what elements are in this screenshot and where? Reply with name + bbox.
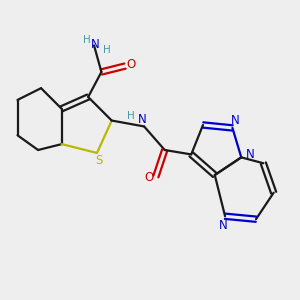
Text: H: H	[83, 34, 91, 45]
Text: N: N	[231, 114, 240, 127]
Text: H: H	[127, 111, 135, 121]
Text: N: N	[246, 148, 254, 161]
Text: N: N	[219, 219, 228, 232]
Text: N: N	[138, 112, 147, 126]
Text: O: O	[144, 172, 153, 184]
Text: N: N	[91, 38, 100, 51]
Text: O: O	[126, 58, 136, 71]
Text: H: H	[103, 45, 111, 55]
Text: S: S	[95, 154, 102, 167]
